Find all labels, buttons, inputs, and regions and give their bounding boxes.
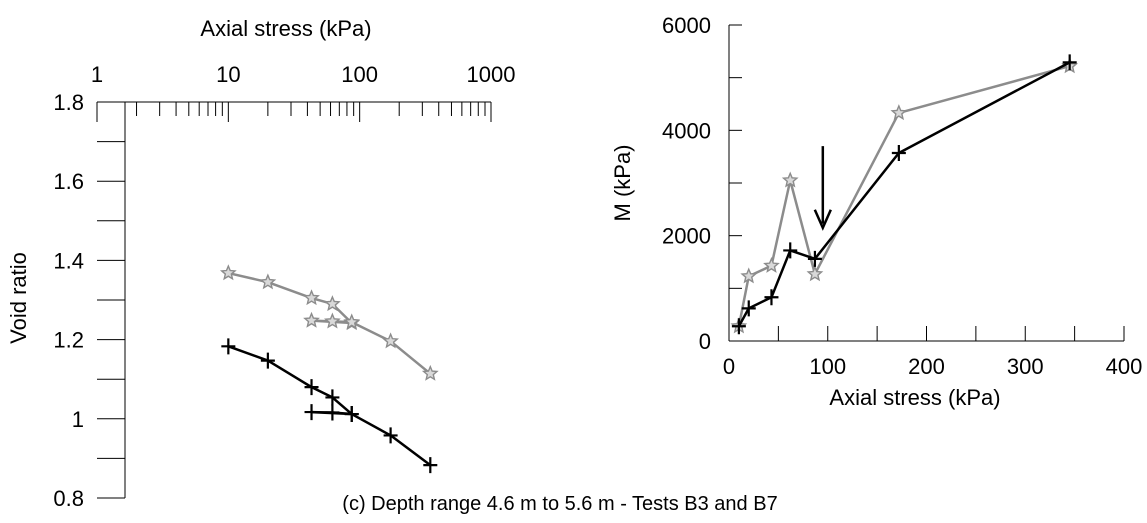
series-0-point-6 (324, 312, 341, 329)
series-1-point-6 (325, 404, 340, 421)
y-tick-label: 6000 (662, 13, 711, 38)
x-tick-label: 0 (723, 354, 735, 379)
x-tick-label: 100 (341, 62, 378, 87)
series-0-point-2 (763, 256, 780, 273)
series-0-point-3 (324, 295, 341, 312)
series-1-point-0 (731, 318, 746, 335)
y-tick-label: 1.6 (53, 169, 84, 194)
y-axis-title: M (kPa) (610, 145, 635, 222)
series-0-point-9 (421, 364, 439, 381)
series-1-line (737, 61, 1071, 327)
series-0-line (737, 64, 1071, 327)
series-0-point-1 (740, 267, 758, 284)
series-0-point-5 (303, 311, 320, 328)
y-tick-label: 4000 (662, 118, 711, 143)
y-axis-title: Void ratio (6, 252, 31, 344)
x-tick-label: 400 (1106, 354, 1143, 379)
series-0-point-2 (303, 289, 320, 306)
series-1-point-5 (304, 404, 319, 421)
series-1-point-4 (807, 250, 822, 267)
y-tick-label: 1.8 (53, 90, 84, 115)
x-tick-label: 300 (1007, 354, 1044, 379)
series-0-point-4 (806, 265, 824, 282)
series-1-point-2 (304, 379, 319, 396)
series-1-point-5 (891, 144, 906, 161)
x-tick-label: 200 (908, 354, 945, 379)
y-tick-label: 0.8 (53, 486, 84, 511)
series-0-point-0 (219, 264, 237, 281)
series-1-point-2 (764, 289, 779, 306)
series-1-point-9 (423, 457, 438, 474)
void-ratio-chart: 1 10 100 1000 0.8 1 1.2 1.4 1.6 1.8 Axial stress (… (6, 16, 515, 511)
series-0-point-3 (781, 171, 799, 188)
series-1-point-3 (783, 242, 798, 259)
series-1-point-7 (344, 406, 359, 423)
series-0-point-8 (382, 332, 399, 349)
y-tick-label: 1 (72, 407, 84, 432)
x-tick-label: 1000 (467, 62, 516, 87)
x-tick-label: 1 (91, 62, 103, 87)
figure-caption: (c) Depth range 4.6 m to 5.6 m - Tests B… (342, 493, 777, 515)
x-tick-label: 100 (809, 354, 846, 379)
x-axis-title: Axial stress (kPa) (200, 16, 371, 41)
series-1-point-6 (1062, 54, 1077, 71)
series-0-point-1 (259, 273, 277, 290)
series-1-line (227, 345, 432, 467)
down-arrow-icon (813, 209, 832, 231)
y-tick-label: 0 (699, 329, 711, 354)
series-1-point-3 (325, 389, 340, 406)
series-1-point-0 (221, 338, 236, 355)
series-1-point-1 (741, 300, 756, 317)
x-axis-title: Axial stress (kPa) (829, 385, 1000, 410)
x-tick-label: 10 (216, 62, 240, 87)
series-0-point-5 (890, 104, 908, 121)
series-0-point-7 (343, 313, 361, 330)
series-1-point-1 (260, 352, 275, 369)
y-tick-label: 2000 (662, 224, 711, 249)
y-tick-label: 1.4 (53, 248, 84, 273)
series-1-point-8 (383, 427, 398, 444)
y-tick-label: 1.2 (53, 328, 84, 353)
